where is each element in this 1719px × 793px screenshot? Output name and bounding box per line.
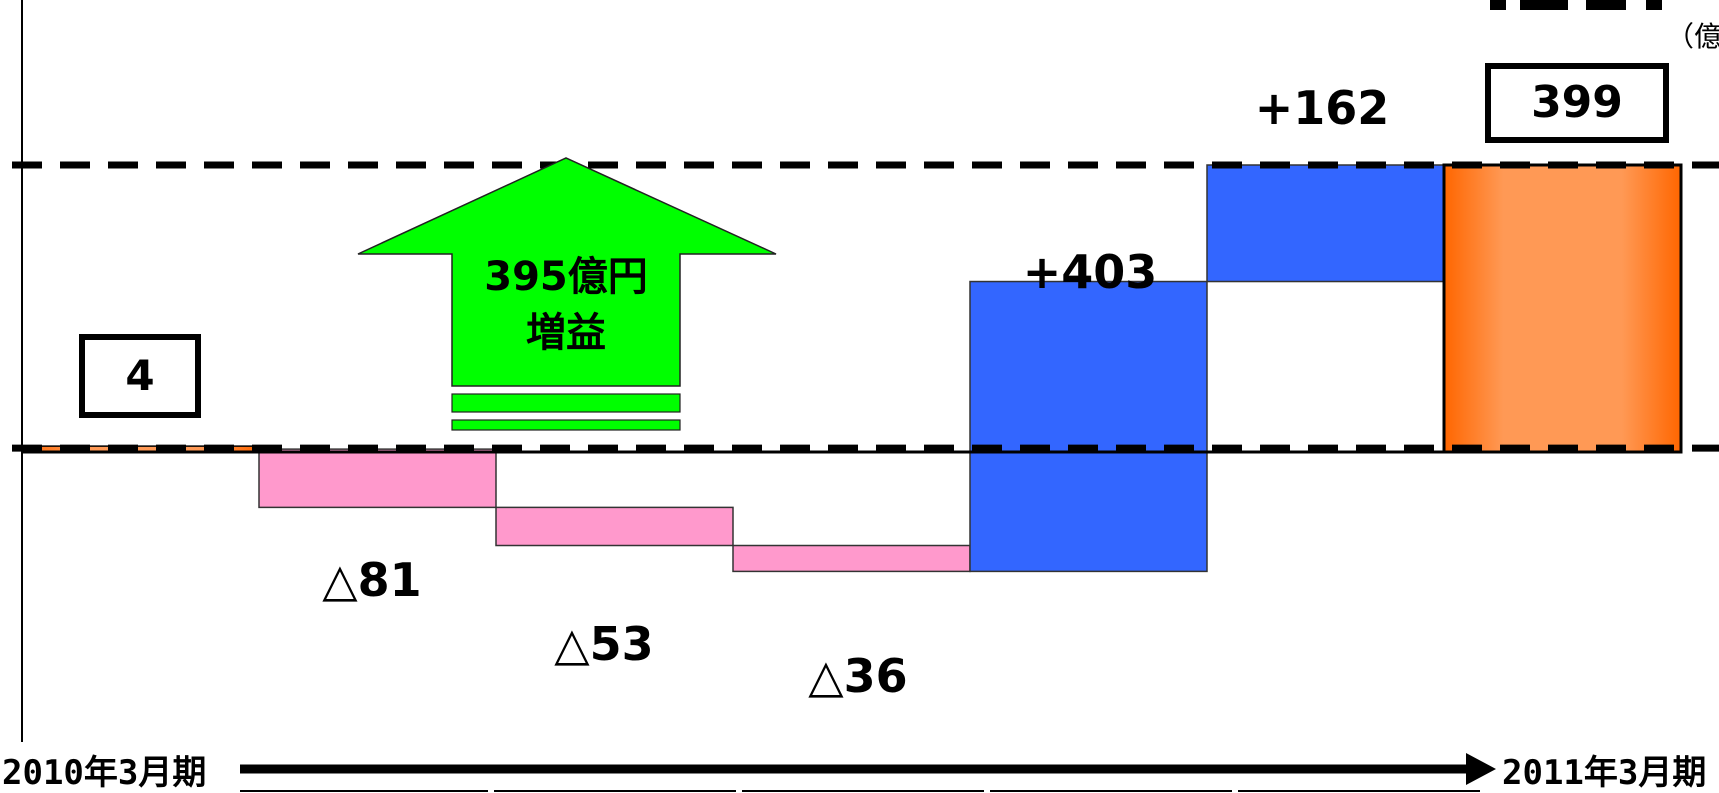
end-value-label: 399	[1531, 77, 1623, 128]
arrow-shape	[357, 157, 777, 387]
x-end-label: 2011年3月期	[1502, 753, 1706, 793]
step-label-3: △36	[808, 649, 907, 703]
step-label-1: △81	[322, 553, 421, 607]
arrow-text-line2: 増益	[526, 310, 606, 356]
step-label-2: △53	[554, 617, 653, 671]
step-bar-1	[258, 448, 497, 509]
start-value-box	[79, 334, 201, 418]
step-bar-3	[732, 544, 971, 573]
arrow-bar-2	[451, 419, 681, 431]
step-label-4: +403	[1023, 245, 1158, 299]
step-bar-2	[495, 506, 734, 547]
x-start-label: 2010年3月期	[2, 753, 206, 793]
step-bar-5	[1206, 164, 1445, 283]
increase-arrow: 395億円 増益	[357, 157, 777, 431]
step-bar-4	[969, 280, 1208, 573]
logo-fragment	[1490, 0, 1662, 10]
arrow-bar-1	[451, 393, 681, 413]
timeline: 2010年3月期 2011年3月期	[2, 753, 1706, 793]
start-value-label: 4	[125, 351, 154, 400]
arrow-text-line1: 395億円	[484, 254, 648, 300]
step-label-5: +162	[1255, 81, 1390, 135]
end-value-box	[1485, 63, 1669, 143]
timeline-arrowhead	[1466, 753, 1496, 785]
end-total-bar	[1442, 163, 1683, 454]
unit-label: （億	[1666, 20, 1719, 53]
